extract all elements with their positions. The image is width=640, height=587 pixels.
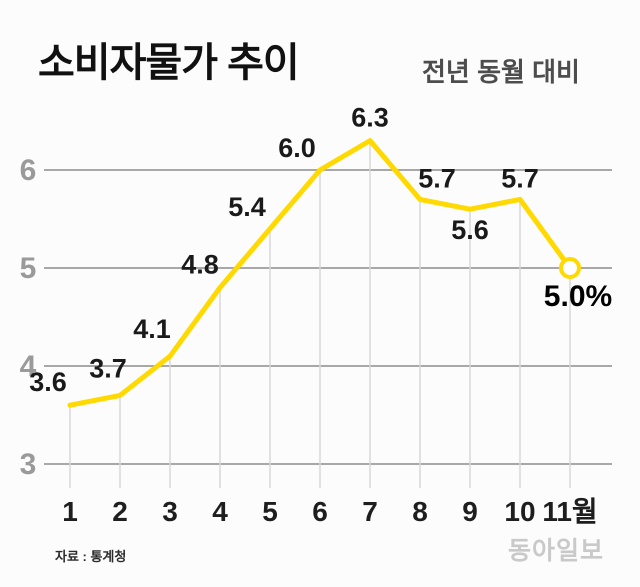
svg-text:3.7: 3.7 <box>89 353 127 383</box>
svg-text:4.1: 4.1 <box>133 314 171 344</box>
source-label: 자료 : 통계청 <box>55 549 127 564</box>
svg-text:5: 5 <box>262 496 278 527</box>
svg-text:6: 6 <box>20 154 37 187</box>
svg-text:5.7: 5.7 <box>501 163 539 193</box>
svg-text:6.3: 6.3 <box>351 103 389 133</box>
page-title: 소비자물가 추이 <box>38 41 300 85</box>
svg-text:5.6: 5.6 <box>451 215 489 245</box>
svg-text:3.6: 3.6 <box>29 367 67 397</box>
svg-text:1: 1 <box>62 496 78 527</box>
svg-text:5.7: 5.7 <box>418 163 456 193</box>
chart-subtitle: 전년 동월 대비 <box>422 57 580 87</box>
svg-text:6: 6 <box>312 496 328 527</box>
svg-text:2: 2 <box>112 496 128 527</box>
svg-text:5: 5 <box>20 252 37 285</box>
svg-text:10: 10 <box>504 496 535 527</box>
svg-text:9: 9 <box>462 496 478 527</box>
svg-text:8: 8 <box>412 496 428 527</box>
svg-text:4: 4 <box>212 496 228 527</box>
svg-text:3: 3 <box>162 496 178 527</box>
svg-text:5.4: 5.4 <box>228 192 266 222</box>
svg-text:11월: 11월 <box>542 496 597 527</box>
svg-text:5.0%: 5.0% <box>544 280 612 313</box>
svg-text:4: 4 <box>20 350 37 383</box>
svg-text:6.0: 6.0 <box>278 133 316 163</box>
svg-text:7: 7 <box>362 496 378 527</box>
svg-text:4.8: 4.8 <box>181 250 219 280</box>
watermark: 동아일보 <box>507 537 604 565</box>
svg-text:3: 3 <box>20 448 37 481</box>
